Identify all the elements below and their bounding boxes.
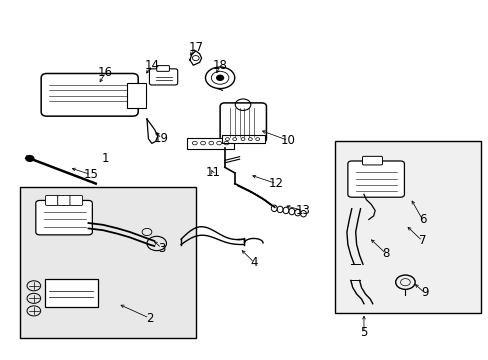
FancyBboxPatch shape	[220, 103, 266, 142]
Bar	[20, 187, 195, 338]
Text: 16: 16	[98, 66, 113, 79]
FancyBboxPatch shape	[149, 69, 177, 85]
Text: 2: 2	[145, 311, 153, 325]
Circle shape	[216, 75, 223, 80]
Text: 15: 15	[83, 168, 98, 181]
Text: 11: 11	[205, 166, 220, 179]
Text: 13: 13	[295, 204, 310, 217]
Circle shape	[26, 156, 34, 161]
FancyBboxPatch shape	[58, 195, 70, 206]
Text: 5: 5	[360, 326, 367, 339]
FancyBboxPatch shape	[45, 195, 58, 206]
Text: 9: 9	[420, 287, 428, 300]
Text: 17: 17	[188, 41, 203, 54]
Text: 8: 8	[382, 247, 389, 260]
Text: 12: 12	[268, 177, 283, 190]
FancyBboxPatch shape	[36, 201, 92, 235]
Text: 19: 19	[154, 132, 169, 145]
FancyBboxPatch shape	[157, 66, 169, 71]
FancyBboxPatch shape	[347, 161, 404, 197]
Text: 6: 6	[418, 213, 426, 226]
FancyBboxPatch shape	[186, 138, 233, 149]
FancyBboxPatch shape	[41, 73, 138, 116]
FancyBboxPatch shape	[70, 195, 82, 206]
FancyBboxPatch shape	[44, 279, 98, 307]
Text: 4: 4	[250, 256, 258, 269]
Text: 10: 10	[281, 134, 295, 147]
FancyBboxPatch shape	[221, 135, 264, 143]
FancyBboxPatch shape	[127, 83, 145, 108]
Bar	[334, 140, 480, 313]
Text: 1: 1	[102, 152, 109, 165]
Text: 7: 7	[418, 234, 426, 247]
Text: 18: 18	[212, 59, 227, 72]
FancyBboxPatch shape	[362, 156, 382, 165]
Text: 14: 14	[144, 59, 159, 72]
Text: 3: 3	[158, 242, 165, 255]
